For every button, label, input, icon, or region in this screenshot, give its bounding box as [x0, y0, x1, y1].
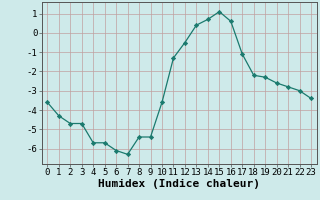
X-axis label: Humidex (Indice chaleur): Humidex (Indice chaleur)	[98, 179, 260, 189]
